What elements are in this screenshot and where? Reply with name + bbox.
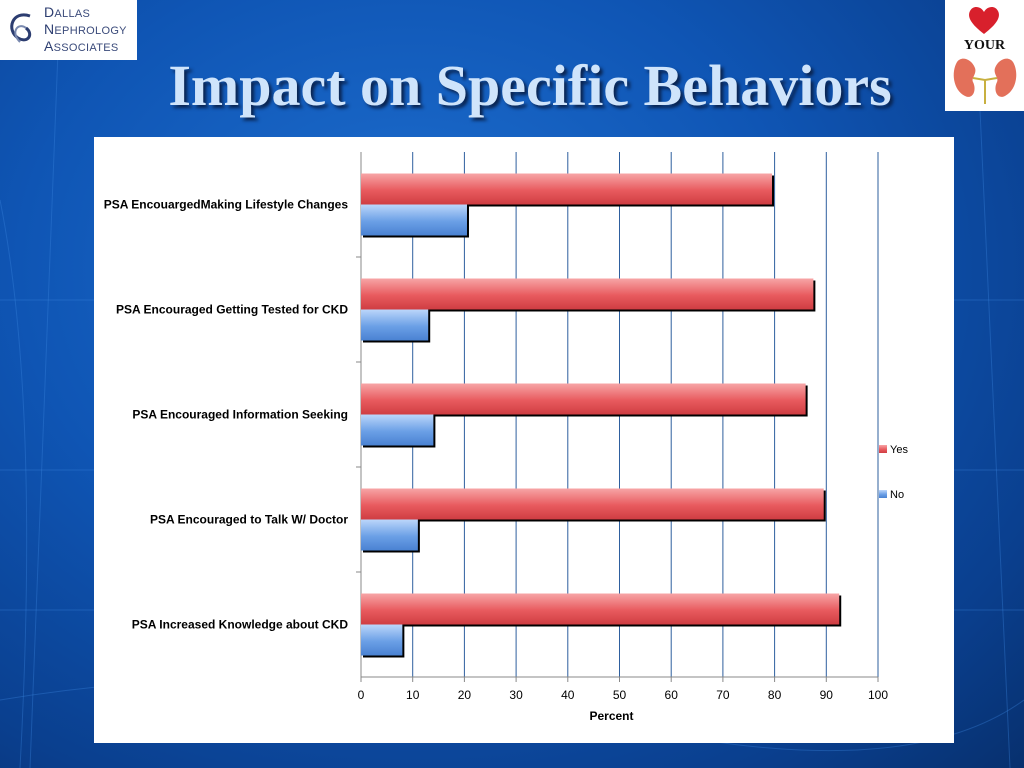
- bar-yes: [361, 593, 840, 625]
- x-tick-label: 100: [868, 688, 888, 702]
- category-label: PSA Encouraged Information Seeking: [132, 408, 348, 422]
- x-tick-label: 90: [820, 688, 834, 702]
- category-label: PSA Encouraged Getting Tested for CKD: [116, 303, 348, 317]
- legend-swatch-yes: [879, 445, 887, 453]
- logo-rest-3: SSOCIATES: [53, 42, 119, 54]
- legend-label-no: No: [890, 489, 904, 501]
- chart-panel: 0 10 20 30 40 50 60 70 80 90 100 PSA EncouargedMaki…: [94, 137, 954, 743]
- dallas-nephrology-logo: DALLAS NEPHROLOGY ASSOCIATES: [0, 0, 137, 60]
- x-tick-label: 50: [613, 688, 627, 702]
- heart-icon: [969, 6, 999, 34]
- logo-your-text: YOUR: [963, 38, 1006, 53]
- category-label: PSA Increased Knowledge about CKD: [132, 618, 349, 632]
- x-tick-label: 0: [358, 688, 365, 702]
- x-tick-label: 70: [716, 688, 730, 702]
- logo-rest-2: EPHROLOGY: [54, 25, 127, 37]
- bar-yes: [361, 383, 806, 415]
- slide-title: Impact on Specific Behaviors: [168, 53, 892, 118]
- category-label: PSA Encouraged to Talk W/ Doctor: [150, 513, 348, 527]
- x-tick-label: 20: [458, 688, 472, 702]
- logo-initial-2: N: [44, 21, 55, 37]
- bar-yes: [361, 488, 824, 520]
- bar-no: [361, 624, 403, 656]
- bar-chart: 0 10 20 30 40 50 60 70 80 90 100 PSA EncouargedMaki…: [104, 152, 908, 723]
- dna-logo-mark-icon: [10, 13, 32, 43]
- legend-swatch-no: [879, 490, 887, 498]
- category-label: PSA EncouargedMaking Lifestyle Changes: [104, 198, 349, 212]
- bar-no: [361, 414, 434, 446]
- bar-no: [361, 204, 467, 236]
- x-tick-label: 60: [665, 688, 679, 702]
- x-tick-label: 80: [768, 688, 782, 702]
- x-tick-label: 40: [561, 688, 575, 702]
- x-axis-label: Percent: [589, 709, 633, 723]
- legend-label-yes: Yes: [890, 444, 908, 456]
- kidneys-icon: [953, 58, 1017, 104]
- x-tick-label: 30: [509, 688, 523, 702]
- love-your-kidneys-logo: YOUR: [945, 0, 1024, 111]
- bar-no: [361, 519, 418, 551]
- x-tick-label: 10: [406, 688, 420, 702]
- logo-rest-1: ALLAS: [54, 8, 91, 20]
- bar-no: [361, 309, 429, 341]
- bar-yes: [361, 278, 814, 310]
- logo-initial-3: A: [44, 38, 54, 54]
- logo-initial-1: D: [44, 4, 55, 20]
- bar-yes: [361, 173, 773, 205]
